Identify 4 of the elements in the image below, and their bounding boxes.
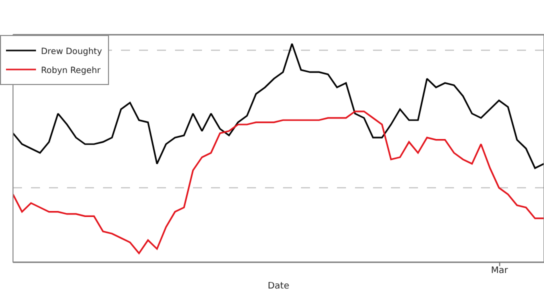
legend-label: Robyn Regehr (41, 66, 102, 76)
text: Mar (491, 266, 508, 276)
x-axis-title: Date (268, 282, 290, 292)
legend-label: Drew Doughty (41, 46, 102, 57)
